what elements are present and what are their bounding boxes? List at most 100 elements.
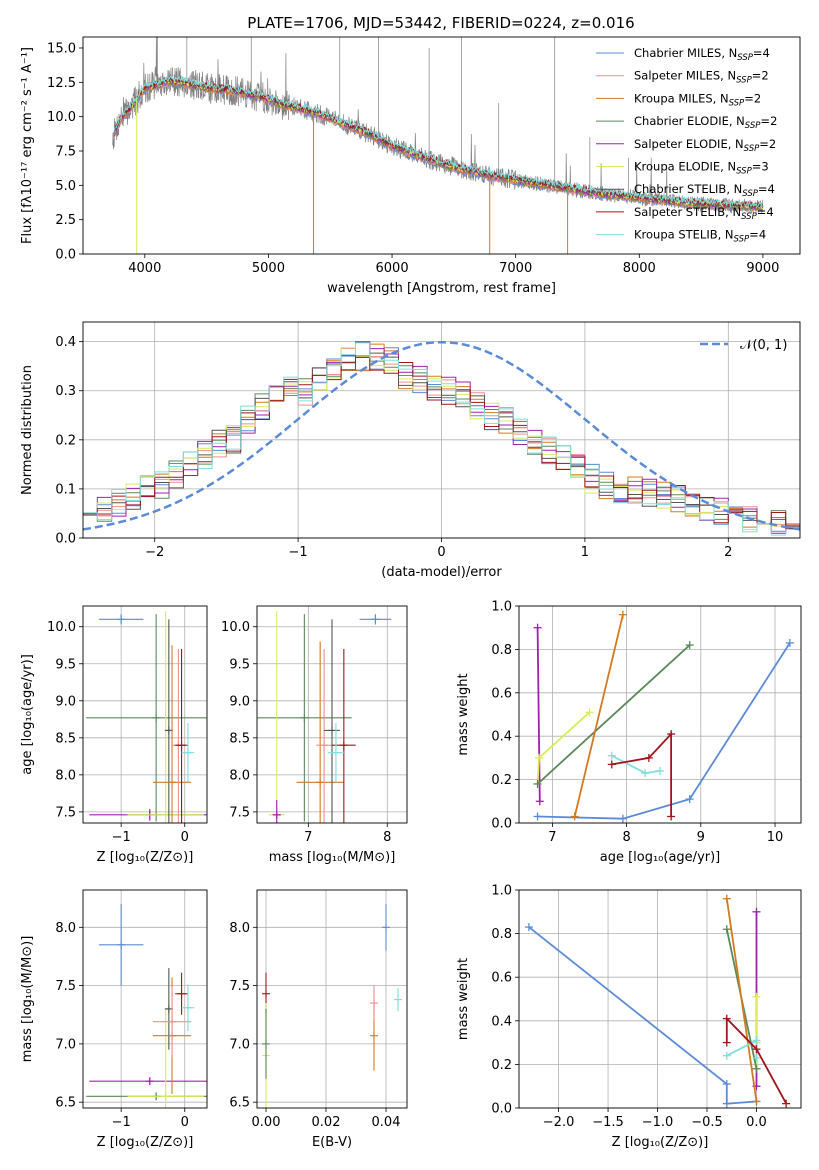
weight-series-line xyxy=(725,1016,787,1105)
x-tick-label: −1 xyxy=(112,830,131,845)
y-tick-label: 7.5 xyxy=(55,144,76,159)
panel-residual_histogram: −2 −1 0 1 2 0.0 0.1 0.2 0.3 0.4 (data-model)/error… xyxy=(20,321,801,580)
x-tick-label: −2 xyxy=(145,545,164,560)
legend-nssp-value: 3 xyxy=(761,160,768,174)
legend-series-name: Chabrier MILES xyxy=(634,46,721,60)
x-tick-label: −2.0 xyxy=(543,1115,575,1130)
legend-nssp-value: 2 xyxy=(754,91,761,105)
legend-nssp-value: 2 xyxy=(769,137,776,151)
legend-nssp-value: 4 xyxy=(766,205,773,219)
y-tick-label: 6.5 xyxy=(55,1096,76,1111)
y-tick-label: 0.4 xyxy=(491,1014,512,1029)
y-axis-label: age [log₁₀(age/yr)] xyxy=(20,654,35,775)
plot-area xyxy=(524,894,791,1108)
x-tick-label: 5000 xyxy=(252,261,285,276)
plot-area xyxy=(257,611,392,823)
y-tick-label: 0.8 xyxy=(491,643,512,658)
data-point xyxy=(181,984,195,1032)
y-tick-label: 1.0 xyxy=(491,884,512,899)
data-point xyxy=(89,1077,207,1086)
axes-frame xyxy=(256,605,408,824)
legend-nssp-value: 4 xyxy=(768,182,775,196)
y-tick-label: 7.0 xyxy=(229,1037,250,1052)
figure-title: PLATE=1706, MJD=53442, FIBERID=0224, z=0… xyxy=(247,14,634,32)
y-tick-label: 8.0 xyxy=(229,921,250,936)
x-tick-label: −1.5 xyxy=(592,1115,624,1130)
chart-panels: 4000 5000 6000 7000 8000 90000.02.55.07.510.0… xyxy=(20,36,802,1150)
data-point xyxy=(359,614,392,625)
plot-area xyxy=(86,903,207,1108)
panel-mass_vs_Z: −1 0 6.5 7.0 7.5 8.0 Z [log₁₀(Z/Z⊙)] mass [log₁… xyxy=(20,889,208,1150)
y-tick-label: 12.5 xyxy=(47,76,76,91)
legend-series-name: Salpeter ELODIE xyxy=(634,137,728,151)
plot-area xyxy=(86,611,207,823)
x-tick-label: 9000 xyxy=(746,261,779,276)
weight-series-line xyxy=(573,614,624,817)
plot-area xyxy=(112,37,764,254)
x-tick-label: 10 xyxy=(767,830,784,845)
y-tick-label: 0.0 xyxy=(55,532,76,547)
y-tick-label: 0.1 xyxy=(55,482,76,497)
x-tick-label: −1 xyxy=(112,1115,131,1130)
weight-series-line xyxy=(537,642,791,820)
x-axis-label: mass [log₁₀(M/M⊙)] xyxy=(269,850,396,865)
x-tick-label: 0.0 xyxy=(746,1115,767,1130)
y-tick-label: 10.0 xyxy=(47,620,76,635)
data-point xyxy=(164,619,173,823)
model-spectrum-line xyxy=(113,76,764,208)
y-axis-label: Flux [fλ10⁻¹⁷ erg cm⁻² s⁻¹ A⁻¹] xyxy=(20,47,35,244)
x-tick-label: 7 xyxy=(548,830,556,845)
y-tick-label: 9.5 xyxy=(229,657,250,672)
y-tick-label: 9.0 xyxy=(55,694,76,709)
y-tick-label: 0.2 xyxy=(491,773,512,788)
data-point xyxy=(394,987,402,1012)
axes-frame xyxy=(82,889,208,1109)
x-tick-label: 7 xyxy=(304,830,312,845)
axes-frame xyxy=(518,889,802,1109)
y-tick-label: 1.0 xyxy=(491,600,512,615)
x-tick-label: 0.02 xyxy=(312,1115,341,1130)
x-tick-label: −1 xyxy=(289,545,308,560)
x-tick-label: 0 xyxy=(181,1115,189,1130)
panel-age_vs_Z: −1 0 7.5 8.0 8.5 9.0 9.5 10.0 Z [log₁₀(Z/Z⊙)] age… xyxy=(20,605,208,865)
axes-frame xyxy=(518,605,802,824)
weight-series-line xyxy=(536,711,591,784)
x-axis-label: E(B-V) xyxy=(312,1135,352,1150)
y-tick-label: 0.6 xyxy=(491,686,512,701)
x-tick-label: −0.5 xyxy=(691,1115,723,1130)
weight-series-line xyxy=(536,644,691,785)
legend-series-name: Chabrier STELIB xyxy=(634,182,726,196)
legend-nssp-value: 2 xyxy=(770,114,777,128)
y-tick-label: 0.6 xyxy=(491,971,512,986)
legend-label: Salpeter ELODIE, NSSP=2 xyxy=(634,137,776,154)
data-point xyxy=(152,645,192,823)
plot-area xyxy=(533,610,794,823)
y-tick-label: 6.5 xyxy=(229,1096,250,1111)
axes-frame xyxy=(82,36,801,255)
model-spectrum-line xyxy=(113,77,764,210)
data-point xyxy=(98,614,144,625)
x-tick-label: 4000 xyxy=(128,261,161,276)
y-tick-label: 5.0 xyxy=(55,179,76,194)
y-axis-label: mass weight xyxy=(456,673,471,755)
weight-series-line xyxy=(536,627,541,802)
plot-area xyxy=(83,340,800,536)
x-tick-label: 7000 xyxy=(499,261,532,276)
y-tick-label: 7.5 xyxy=(55,805,76,820)
legend-series-name: Salpeter STELIB xyxy=(634,205,725,219)
x-tick-label: 9 xyxy=(697,830,705,845)
histogram-step-line xyxy=(83,341,800,529)
data-point xyxy=(257,614,352,822)
histogram-step-line xyxy=(83,341,800,534)
legend-label: Salpeter MILES, NSSP=2 xyxy=(634,69,769,86)
y-tick-label: 0.3 xyxy=(55,384,76,399)
x-axis-label: wavelength [Angstrom, rest frame] xyxy=(327,281,556,296)
data-point xyxy=(324,619,340,823)
x-tick-label: 8 xyxy=(622,830,630,845)
panel-weight_vs_age: 7 8 9 10 0.0 0.2 0.4 0.6 0.8 1.0 age [log₁₀(age/yr… xyxy=(456,600,802,865)
y-tick-label: 7.5 xyxy=(55,979,76,994)
weight-series-line xyxy=(725,898,758,1102)
x-tick-label: 0 xyxy=(437,545,445,560)
y-tick-label: 10.0 xyxy=(47,110,76,125)
